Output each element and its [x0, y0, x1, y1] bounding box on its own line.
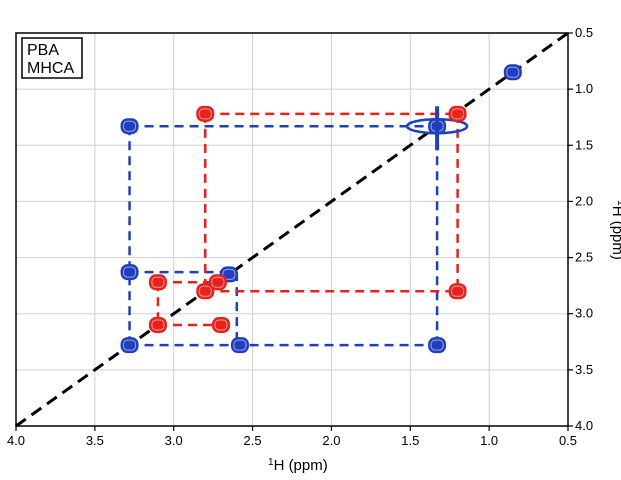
mhca-peak [196, 283, 215, 300]
y-tick-label: 4.0 [575, 418, 593, 433]
x-axis-label-text: H (ppm) [274, 457, 328, 474]
peak-contour [123, 339, 137, 351]
legend: PBA MHCA [21, 37, 83, 79]
pba-peak [405, 106, 469, 151]
pba-peak [503, 64, 522, 81]
y-tick-label: 2.5 [575, 250, 593, 265]
cross-peaks [120, 64, 522, 354]
grid [16, 33, 568, 426]
plot-frame [15, 32, 569, 427]
diagonal-line [15, 31, 569, 428]
axis-ticks: 4.0 3.5 3.0 2.5 2.0 1.5 1.0 0.5 0.5 1.0 1.5 2.0 2.5 3… [7, 25, 593, 448]
legend-entry-mhca: MHCA [27, 60, 74, 77]
x-axis-label-sup: 1 [268, 457, 274, 468]
x-tick-label: 2.5 [244, 433, 262, 448]
pba-peak [120, 264, 139, 281]
peak-contour [214, 319, 228, 331]
y-tick-label: 3.5 [575, 362, 593, 377]
legend-entry-pba: PBA [27, 42, 59, 59]
x-axis-label: 1H (ppm) [268, 457, 328, 475]
x-tick-label: 2.0 [322, 433, 340, 448]
peak-contour [198, 108, 212, 120]
y-tick-label: 2.0 [575, 193, 593, 208]
peak-contour [430, 339, 444, 351]
peak-contour [211, 276, 225, 288]
legend-box [21, 37, 83, 79]
mhca-peak [196, 105, 215, 122]
diagonal [15, 31, 569, 428]
connector-lines [128, 112, 459, 347]
pba-peak [120, 118, 139, 135]
mhca-peak [208, 274, 227, 291]
peak-contour [151, 276, 165, 288]
pba-peak [428, 337, 447, 354]
peak-contour [123, 120, 137, 132]
pba-peak [230, 337, 249, 354]
x-tick-label: 1.5 [401, 433, 419, 448]
y-tick-label: 3.0 [575, 306, 593, 321]
y-axis-label-text: H (ppm) [609, 206, 621, 260]
x-tick-label: 0.5 [559, 433, 577, 448]
y-tick-label: 0.5 [575, 25, 593, 40]
mhca-peak [148, 316, 167, 333]
y-axis-label-sup: 1 [616, 200, 621, 206]
peak-contour [123, 266, 137, 278]
mhca-peak [148, 274, 167, 291]
x-tick-label: 4.0 [7, 433, 25, 448]
y-tick-label: 1.0 [575, 81, 593, 96]
mhca-peak [448, 105, 467, 122]
x-tick-label: 3.0 [165, 433, 183, 448]
y-axis-label: 1H (ppm) [609, 200, 621, 260]
mhca-peak [212, 316, 231, 333]
peak-contour [222, 268, 236, 280]
pba-peak [120, 337, 139, 354]
peak-contour [506, 66, 520, 78]
peak-contour [451, 285, 465, 297]
x-tick-label: 3.5 [86, 433, 104, 448]
peak-contour [198, 285, 212, 297]
mhca-peak [448, 283, 467, 300]
peak-contour [151, 319, 165, 331]
peak-contour [451, 108, 465, 120]
x-tick-label: 1.0 [480, 433, 498, 448]
peak-contour [233, 339, 247, 351]
y-tick-label: 1.5 [575, 137, 593, 152]
